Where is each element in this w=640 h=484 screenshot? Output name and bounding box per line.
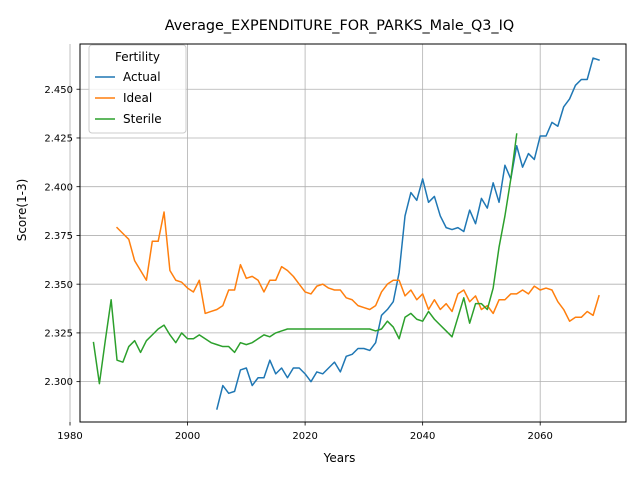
x-axis-label: Years [323,451,356,465]
series-line-actual [216,57,600,410]
ticks: 1980 2000 2020 2040 2060 2.300 2.325 2.350 2.375… [44,85,553,442]
y-tick-label: 2.325 [44,329,73,340]
legend-label-ideal: Ideal [123,91,152,105]
legend-label-sterile: Sterile [123,112,162,126]
y-tick-label: 2.350 [44,280,73,291]
chart-title: Average_EXPENDITURE_FOR_PARKS_Male_Q3_IQ [165,18,514,34]
y-tick-label: 2.300 [44,377,73,388]
series-line-ideal [115,211,600,322]
legend-box [88,44,187,134]
legend-items: Actual Ideal Sterile [95,70,162,126]
legend-title: Fertility [115,50,160,64]
series-layer [92,57,600,410]
x-tick-label: 2020 [292,431,317,442]
x-tick-label: 2040 [410,431,435,442]
series-line-sterile [92,133,518,385]
y-axis-label: Score(1-3) [15,179,29,242]
x-tick-label: 1980 [57,431,82,442]
axes-frame [79,43,627,423]
legend: Fertility Actual Ideal Sterile [88,44,187,134]
legend-label-actual: Actual [123,70,161,84]
x-tick-label: 2000 [175,431,200,442]
y-tick-label: 2.400 [44,182,73,193]
y-tick-label: 2.425 [44,134,73,145]
grid [69,44,626,422]
y-tick-label: 2.375 [44,231,73,242]
x-tick-label: 2060 [527,431,552,442]
y-tick-label: 2.450 [44,85,73,96]
